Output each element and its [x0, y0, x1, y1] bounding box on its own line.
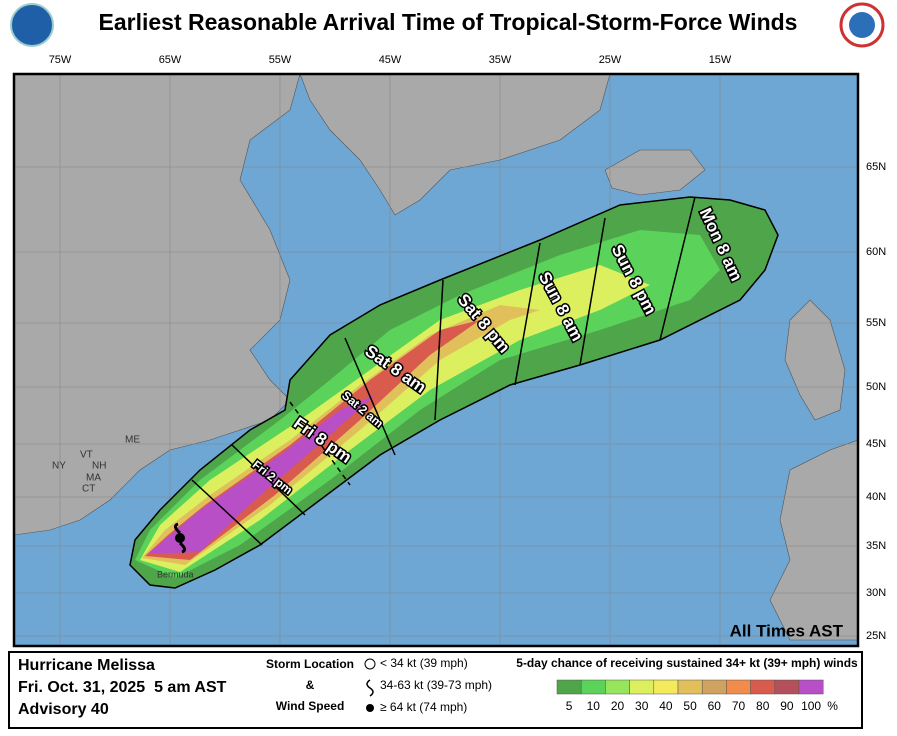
lat-label: 35N: [866, 540, 886, 552]
lon-label: 25W: [599, 54, 622, 66]
lon-label: 45W: [379, 54, 402, 66]
scale-swatch: [653, 679, 679, 695]
storm-symbol: [173, 522, 187, 554]
scale-label: 80: [756, 699, 770, 713]
symbol-label: ≥ 64 kt (74 mph): [380, 700, 467, 714]
state-label: CT: [82, 484, 95, 495]
scale-label: 70: [732, 699, 746, 713]
scale-label: 100: [801, 699, 821, 713]
noaa-logo: [10, 3, 54, 47]
storm-name: Hurricane Melissa: [18, 657, 155, 674]
scale-swatch: [701, 679, 727, 695]
lon-label: 35W: [489, 54, 512, 66]
state-label: NH: [92, 461, 106, 472]
lon-label: 15W: [709, 54, 732, 66]
scale-swatch: [726, 679, 751, 695]
state-label: NY: [52, 461, 66, 472]
time-lines: [191, 196, 696, 546]
scale-swatch: [629, 679, 655, 695]
symbol-ts: [366, 679, 374, 697]
scale-swatch: [798, 679, 824, 695]
state-label: ME: [125, 435, 140, 446]
advisory-date: Fri. Oct. 31, 2025 5 am AST: [18, 679, 227, 696]
legend-heading: Wind Speed: [276, 699, 345, 713]
scale-label: 20: [611, 699, 625, 713]
place-label: Bermuda: [157, 569, 194, 579]
scale-label: 5: [566, 699, 573, 713]
scale-label: 10: [587, 699, 601, 713]
lat-label: 60N: [866, 246, 886, 258]
scale-label: 90: [780, 699, 794, 713]
scale-title: 5-day chance of receiving sustained 34+ …: [516, 656, 858, 670]
land: [14, 74, 858, 641]
lon-label: 75W: [49, 54, 72, 66]
symbol-label: 34-63 kt (39-73 mph): [380, 678, 492, 692]
scale-label: 50: [683, 699, 697, 713]
lat-label: 65N: [866, 161, 886, 173]
scale-swatch: [677, 679, 703, 695]
lon-label: 55W: [269, 54, 292, 66]
lat-label: 45N: [866, 438, 886, 450]
scale-label: 60: [708, 699, 722, 713]
scale-label: 40: [659, 699, 673, 713]
time-note: All Times AST: [730, 621, 844, 640]
scale-swatch: [605, 679, 630, 695]
scale-unit: %: [827, 699, 838, 713]
lat-label: 30N: [866, 587, 886, 599]
symbol-weak: [364, 658, 376, 670]
advisory-number: Advisory 40: [18, 701, 109, 718]
legend-heading: Storm Location: [266, 657, 354, 671]
map-frame: [12, 72, 860, 648]
symbol-hurricane: [366, 704, 374, 712]
scale-label: 30: [635, 699, 649, 713]
state-label: VT: [80, 450, 93, 461]
lat-label: 25N: [866, 630, 886, 642]
scale-swatch: [774, 679, 800, 695]
scale-swatch: [580, 679, 606, 695]
swath-100: [148, 395, 375, 554]
title: Earliest Reasonable Arrival Time of Trop…: [99, 9, 798, 35]
lat-label: 40N: [866, 491, 886, 503]
lat-label: 50N: [866, 381, 886, 393]
nws-logo-inner: [849, 12, 875, 38]
legend-heading: &: [306, 678, 315, 692]
lon-label: 65W: [159, 54, 182, 66]
lat-label: 55N: [866, 317, 886, 329]
scale-swatch: [556, 679, 582, 695]
scale-swatch: [750, 679, 776, 695]
symbol-label: < 34 kt (39 mph): [380, 656, 468, 670]
state-label: MA: [86, 473, 101, 484]
